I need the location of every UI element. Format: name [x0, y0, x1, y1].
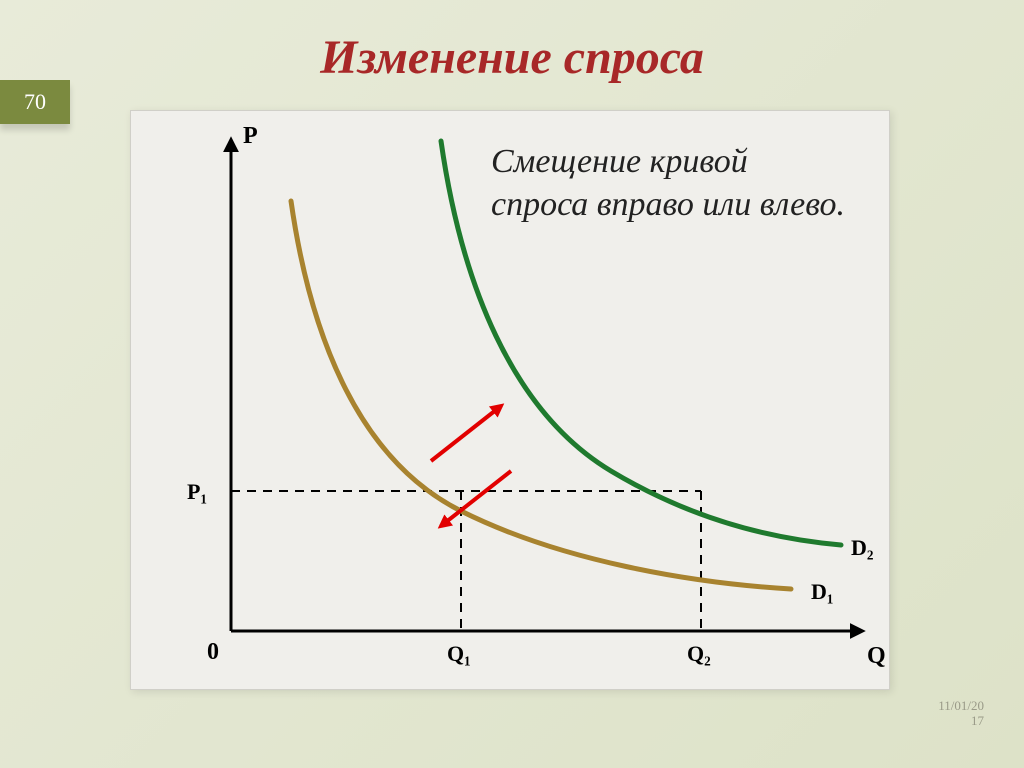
chart-description: Смещение кривой спроса вправо или влево.	[491, 141, 851, 226]
svg-text:0: 0	[207, 639, 219, 665]
chart-container: Смещение кривой спроса вправо или влево.…	[130, 110, 890, 690]
slide-date: 11/01/20 17	[938, 699, 984, 728]
svg-text:Q₁: Q₁	[447, 641, 471, 666]
slide-title: Изменение спроса	[40, 30, 984, 85]
svg-text:D₁: D₁	[811, 579, 833, 604]
svg-text:P: P	[243, 123, 258, 149]
svg-text:Q: Q	[867, 643, 886, 669]
svg-text:D₂: D₂	[851, 535, 874, 560]
slide-background: Изменение спроса 70 Смещение кривой спро…	[0, 0, 1024, 768]
date-line-2: 17	[971, 713, 984, 728]
slide-number-badge: 70	[0, 80, 70, 124]
svg-text:P₁: P₁	[187, 479, 207, 504]
svg-text:Q₂: Q₂	[687, 641, 711, 666]
date-line-1: 11/01/20	[938, 698, 984, 713]
